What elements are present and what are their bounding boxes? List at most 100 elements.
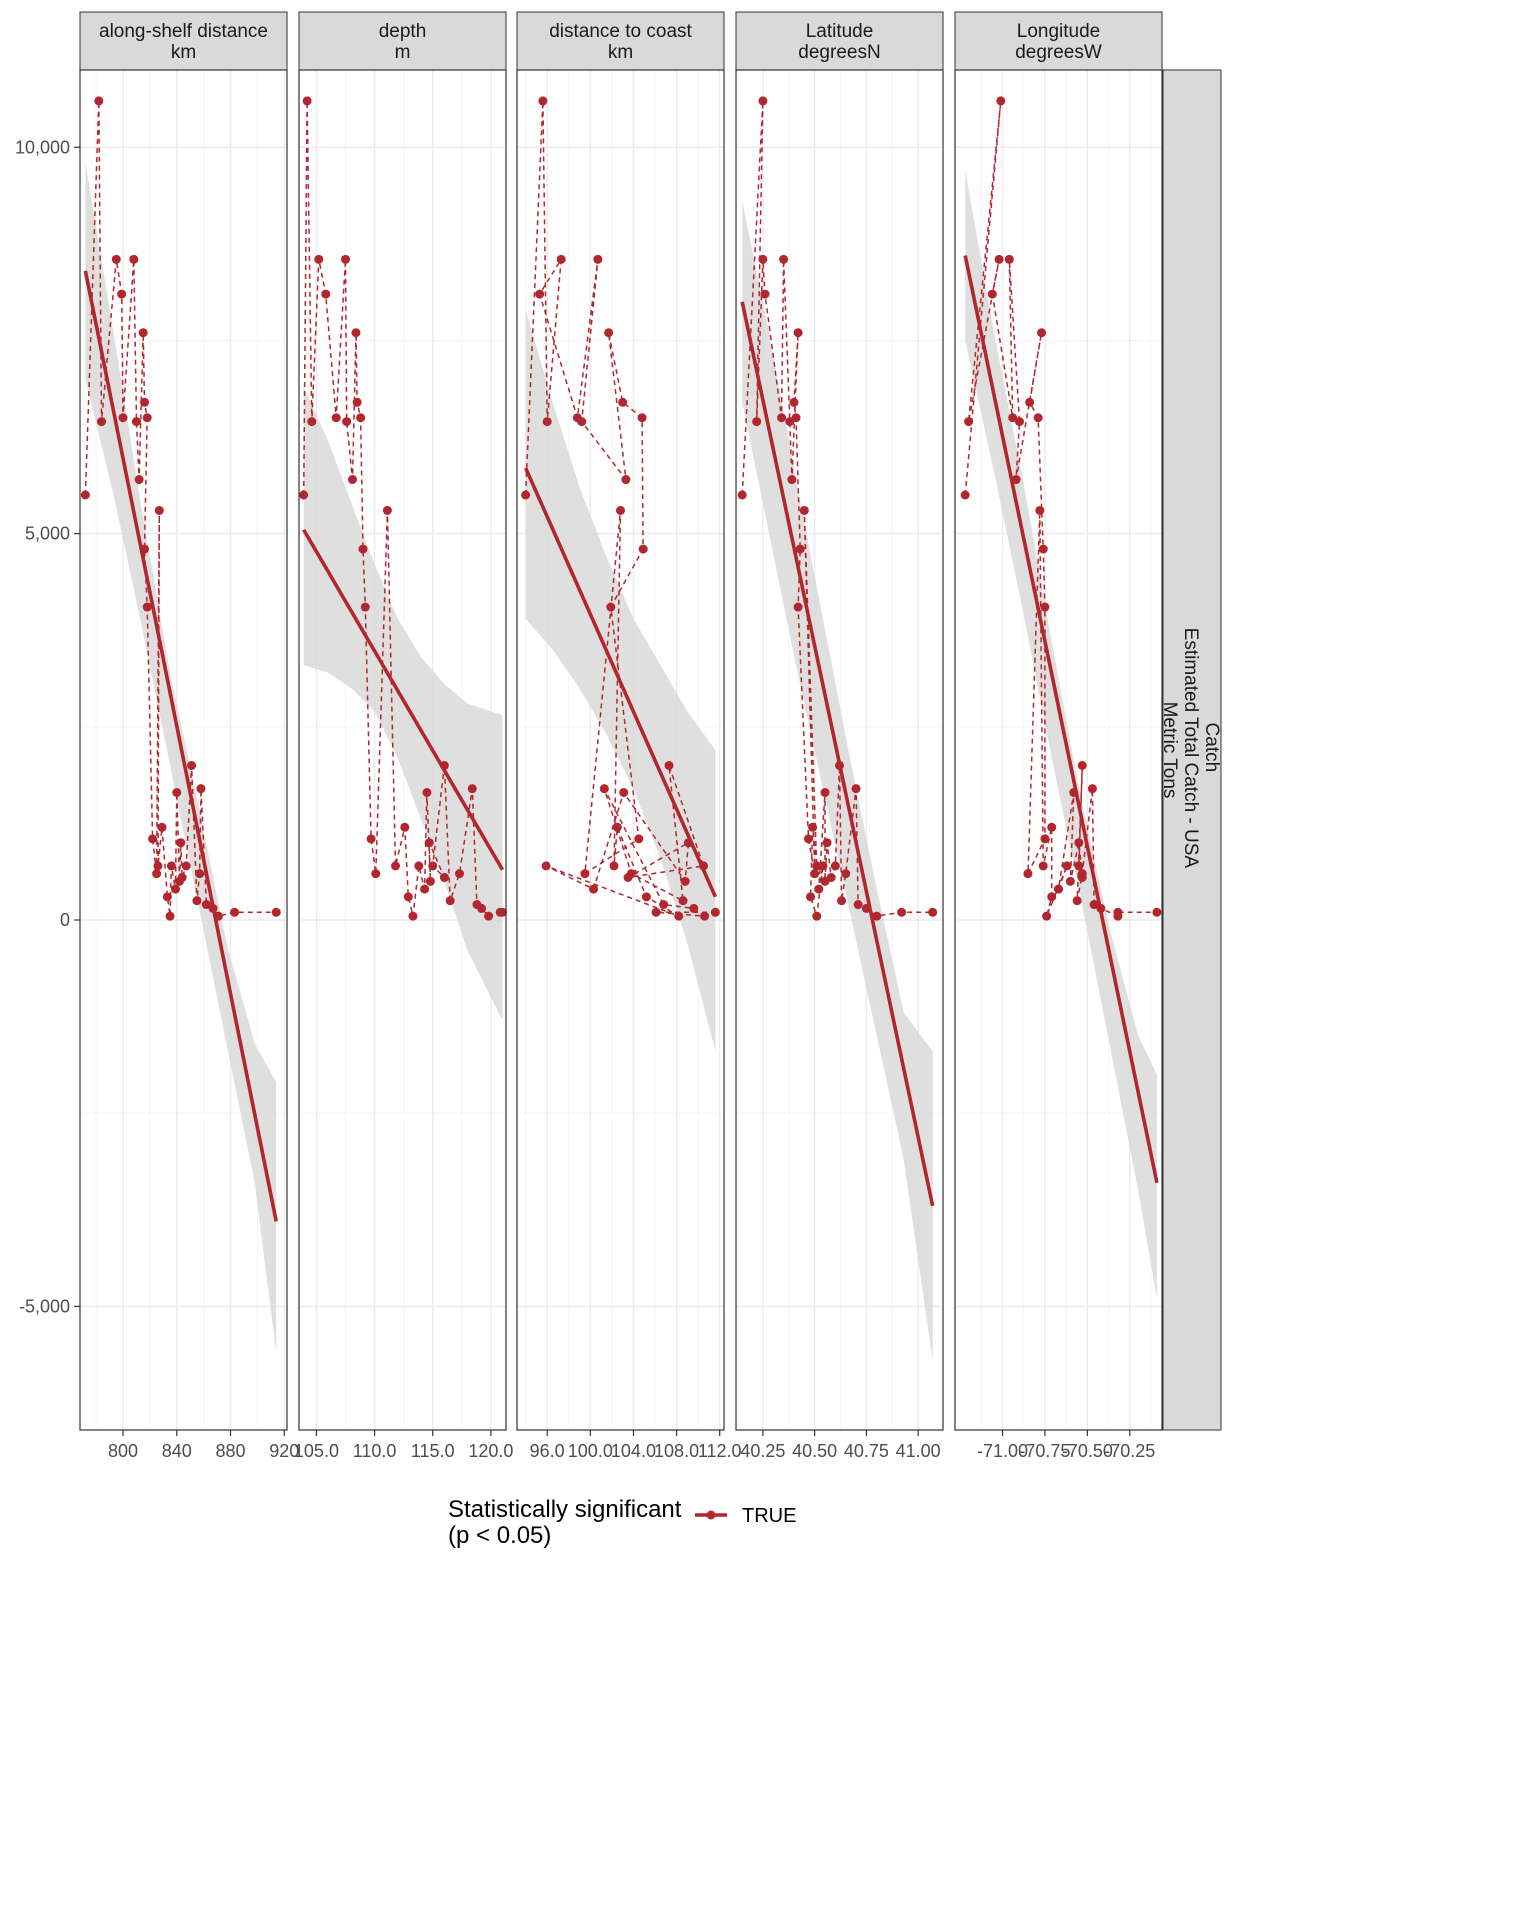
data-point bbox=[1040, 834, 1050, 844]
data-point bbox=[484, 911, 494, 921]
data-point bbox=[616, 505, 625, 515]
data-point bbox=[201, 900, 211, 910]
data-point bbox=[391, 861, 401, 871]
data-point bbox=[577, 417, 587, 427]
x-tick-label: -70.25 bbox=[1104, 1441, 1155, 1461]
panel-border bbox=[516, 69, 725, 1431]
data-point bbox=[814, 884, 824, 894]
data-point bbox=[626, 869, 636, 879]
data-point bbox=[307, 417, 317, 427]
data-point bbox=[641, 892, 651, 902]
data-point bbox=[342, 417, 352, 427]
data-point bbox=[382, 505, 392, 515]
facet-strip-label: distance to coast bbox=[549, 21, 692, 42]
facet-strip-label: along-shelf distance bbox=[99, 21, 268, 42]
legend-title-line: (p < 0.05) bbox=[448, 1522, 551, 1549]
data-point bbox=[664, 760, 674, 770]
data-point bbox=[621, 475, 631, 485]
data-point bbox=[589, 884, 599, 894]
data-point bbox=[808, 822, 818, 832]
regression-line bbox=[523, 467, 718, 898]
data-point bbox=[674, 911, 684, 921]
x-tick-label: 110.0 bbox=[353, 1441, 397, 1461]
data-point bbox=[689, 903, 699, 913]
data-point bbox=[777, 413, 787, 423]
data-point bbox=[1047, 822, 1057, 832]
data-point bbox=[1065, 876, 1075, 886]
data-point bbox=[609, 861, 619, 871]
data-point bbox=[142, 602, 152, 612]
data-point bbox=[1087, 784, 1097, 794]
row-strip: Catch Estimated Total Catch - USA Metric… bbox=[1159, 69, 1222, 1431]
row-strip-label-line: Catch bbox=[1201, 723, 1222, 773]
data-point bbox=[162, 892, 172, 902]
data-point bbox=[187, 760, 197, 770]
regression-line bbox=[83, 270, 279, 1222]
data-point bbox=[1011, 475, 1021, 485]
data-point bbox=[192, 896, 202, 906]
x-tick-label: 108.0 bbox=[654, 1441, 699, 1461]
data-point bbox=[803, 834, 813, 844]
data-point bbox=[341, 254, 351, 264]
data-point bbox=[196, 784, 206, 794]
data-point bbox=[659, 900, 669, 910]
data-point bbox=[1062, 861, 1072, 871]
data-point bbox=[170, 884, 180, 894]
data-point bbox=[351, 328, 361, 338]
regression-line bbox=[302, 528, 505, 871]
data-point bbox=[1054, 884, 1063, 894]
data-point bbox=[1089, 900, 1099, 910]
data-point bbox=[1023, 869, 1033, 879]
data-point bbox=[787, 475, 797, 485]
x-tick-label: 880 bbox=[216, 1441, 246, 1461]
data-point bbox=[134, 475, 144, 485]
data-point bbox=[177, 873, 187, 882]
data-point bbox=[593, 254, 603, 264]
data-point bbox=[142, 413, 152, 423]
data-point bbox=[1025, 397, 1035, 407]
x-tick-label: 112.0 bbox=[698, 1441, 742, 1461]
data-point bbox=[606, 602, 616, 612]
data-point bbox=[403, 892, 413, 902]
data-point bbox=[129, 254, 139, 264]
regression-line bbox=[740, 301, 935, 1207]
data-point bbox=[1074, 861, 1084, 871]
x-tick-label: 120.0 bbox=[468, 1441, 513, 1461]
data-point bbox=[791, 413, 801, 423]
data-point bbox=[793, 328, 803, 338]
confidence-ribbon bbox=[965, 170, 1157, 1299]
data-point bbox=[897, 907, 907, 917]
data-point bbox=[789, 397, 799, 407]
data-point bbox=[299, 490, 309, 500]
x-tick-label: 40.50 bbox=[792, 1441, 837, 1461]
data-point bbox=[1042, 911, 1052, 921]
data-point bbox=[806, 892, 816, 902]
data-point bbox=[710, 907, 720, 917]
data-point bbox=[138, 328, 148, 338]
data-point bbox=[408, 911, 418, 921]
panel-border bbox=[298, 69, 507, 1431]
facet-strip bbox=[298, 11, 507, 71]
x-tick-label: -70.75 bbox=[1019, 1441, 1070, 1461]
data-point bbox=[400, 822, 410, 832]
data-point bbox=[1152, 907, 1162, 917]
data-point bbox=[454, 869, 464, 879]
data-point bbox=[638, 544, 648, 554]
data-point bbox=[820, 788, 830, 797]
data-point bbox=[678, 896, 688, 906]
data-point bbox=[195, 869, 205, 879]
data-point bbox=[651, 907, 661, 917]
data-point bbox=[700, 911, 710, 921]
data-point bbox=[841, 869, 851, 879]
data-point bbox=[760, 289, 770, 299]
data-point bbox=[498, 907, 508, 917]
data-point bbox=[960, 490, 970, 500]
data-point bbox=[80, 490, 90, 500]
data-point bbox=[358, 544, 368, 554]
x-tick-label: -71.00 bbox=[977, 1441, 1028, 1461]
data-point bbox=[1040, 602, 1050, 612]
